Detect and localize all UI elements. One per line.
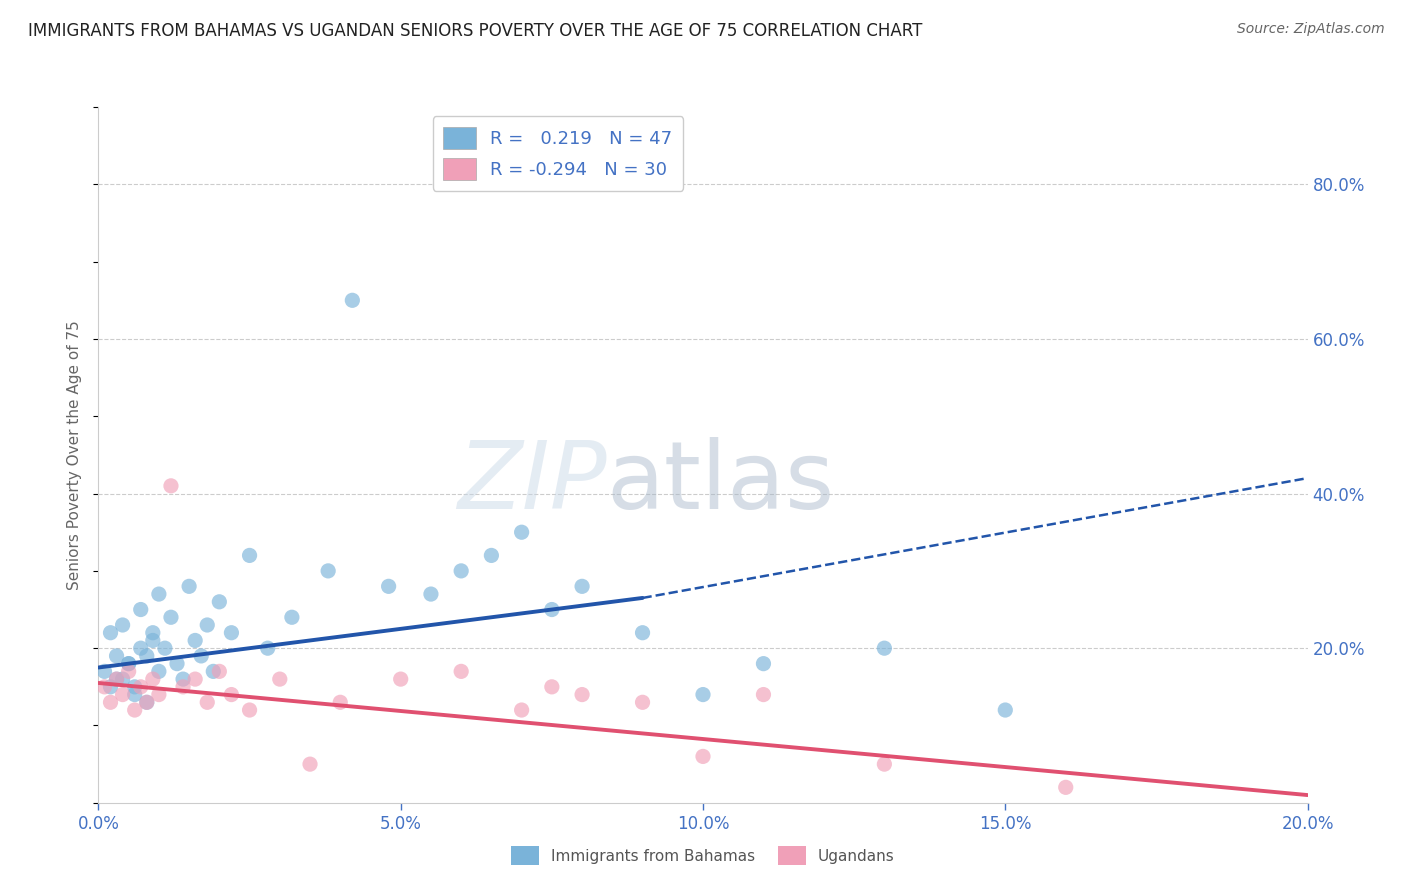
Point: [239, 703, 262, 717]
Point: [111, 688, 134, 702]
Point: [148, 587, 170, 601]
Text: Source: ZipAtlas.com: Source: ZipAtlas.com: [1237, 22, 1385, 37]
Point: [481, 549, 503, 563]
Point: [540, 680, 562, 694]
Point: [299, 757, 322, 772]
Point: [93, 680, 115, 694]
Point: [160, 610, 183, 624]
Point: [281, 610, 304, 624]
Point: [221, 688, 243, 702]
Point: [873, 641, 896, 656]
Point: [510, 703, 533, 717]
Point: [118, 665, 141, 679]
Point: [692, 749, 714, 764]
Text: atlas: atlas: [606, 437, 835, 529]
Point: [873, 757, 896, 772]
Point: [752, 657, 775, 671]
Point: [135, 695, 157, 709]
Point: [142, 625, 165, 640]
Legend: Immigrants from Bahamas, Ugandans: Immigrants from Bahamas, Ugandans: [505, 840, 901, 871]
Point: [129, 641, 152, 656]
Point: [571, 579, 593, 593]
Point: [172, 680, 194, 694]
Point: [129, 602, 152, 616]
Point: [450, 665, 472, 679]
Point: [153, 641, 176, 656]
Point: [389, 672, 412, 686]
Point: [105, 672, 128, 686]
Text: IMMIGRANTS FROM BAHAMAS VS UGANDAN SENIORS POVERTY OVER THE AGE OF 75 CORRELATIO: IMMIGRANTS FROM BAHAMAS VS UGANDAN SENIO…: [28, 22, 922, 40]
Point: [124, 688, 146, 702]
Point: [184, 672, 207, 686]
Point: [631, 695, 654, 709]
Point: [420, 587, 443, 601]
Point: [142, 633, 165, 648]
Point: [239, 549, 262, 563]
Point: [105, 648, 128, 663]
Point: [172, 672, 194, 686]
Point: [190, 648, 212, 663]
Point: [256, 641, 278, 656]
Point: [142, 672, 165, 686]
Y-axis label: Seniors Poverty Over the Age of 75: Seniors Poverty Over the Age of 75: [67, 320, 83, 590]
Point: [93, 665, 115, 679]
Point: [208, 665, 231, 679]
Legend: R =   0.219   N = 47, R = -0.294   N = 30: R = 0.219 N = 47, R = -0.294 N = 30: [433, 116, 683, 191]
Point: [221, 625, 243, 640]
Point: [510, 525, 533, 540]
Point: [118, 657, 141, 671]
Point: [692, 688, 714, 702]
Point: [124, 680, 146, 694]
Point: [105, 672, 128, 686]
Point: [111, 618, 134, 632]
Point: [571, 688, 593, 702]
Point: [316, 564, 339, 578]
Point: [329, 695, 352, 709]
Point: [135, 648, 157, 663]
Point: [118, 657, 141, 671]
Point: [184, 633, 207, 648]
Point: [631, 625, 654, 640]
Point: [202, 665, 225, 679]
Point: [450, 564, 472, 578]
Point: [377, 579, 399, 593]
Point: [100, 625, 122, 640]
Text: ZIP: ZIP: [457, 437, 606, 528]
Point: [208, 595, 231, 609]
Point: [160, 479, 183, 493]
Point: [135, 695, 157, 709]
Point: [111, 672, 134, 686]
Point: [752, 688, 775, 702]
Point: [269, 672, 291, 686]
Point: [124, 703, 146, 717]
Point: [100, 695, 122, 709]
Point: [195, 695, 218, 709]
Point: [540, 602, 562, 616]
Point: [100, 680, 122, 694]
Point: [148, 688, 170, 702]
Point: [195, 618, 218, 632]
Point: [166, 657, 188, 671]
Point: [148, 665, 170, 679]
Point: [179, 579, 201, 593]
Point: [129, 680, 152, 694]
Point: [994, 703, 1017, 717]
Point: [1054, 780, 1077, 795]
Point: [342, 293, 364, 308]
